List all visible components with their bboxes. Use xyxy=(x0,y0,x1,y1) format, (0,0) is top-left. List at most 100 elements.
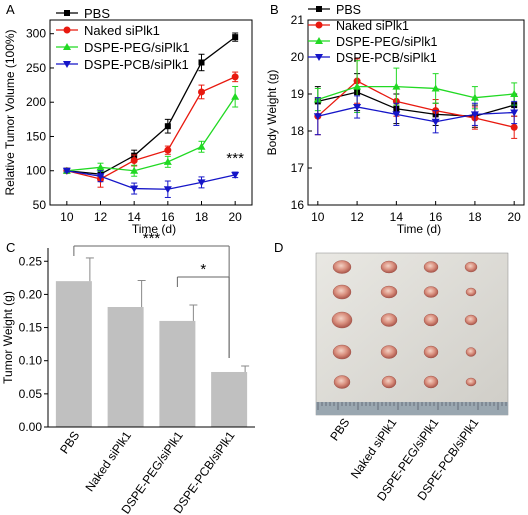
chart-a-data-point xyxy=(198,59,205,66)
chart-a-data-point xyxy=(198,88,205,96)
tumor xyxy=(332,344,352,360)
chart-c-bar xyxy=(55,281,92,427)
chart-a-y-tick-label: 50 xyxy=(33,198,47,212)
chart-a-legend: PBS Naked siPlk1 DSPE-PEG/siPlk1 DSPE-PCB/s… xyxy=(56,6,189,72)
tumor xyxy=(464,261,478,273)
chart-a-data-point xyxy=(197,179,206,187)
chart-b-series-dspe-pcb-siplk1 xyxy=(313,95,519,136)
chart-b-x-tick-label: 18 xyxy=(468,210,482,224)
chart-c-y-tick-label: 0.00 xyxy=(19,420,43,434)
chart-a-series-dspe-peg-siplk1 xyxy=(62,85,240,177)
chart-a-x-tick-label: 18 xyxy=(195,210,209,224)
chart-b-legend-marker xyxy=(316,6,322,12)
chart-b-series-line xyxy=(317,106,515,123)
tumor xyxy=(331,311,353,329)
chart-a-y-axis-label: Relative Tumor Volume (100%) xyxy=(3,29,17,195)
chart-a-series-line xyxy=(66,36,236,175)
tumor xyxy=(423,345,439,359)
chart-b-data-point xyxy=(313,113,322,121)
chart-a-data-point xyxy=(62,167,71,175)
chart-a-legend-marker xyxy=(64,10,70,16)
chart-c-y-axis-label: Tumor Weight (g) xyxy=(1,291,15,384)
chart-c-category-label: Naked siPlk1 xyxy=(82,428,134,494)
chart-b-legend-label: DSPE-PCB/siPlk1 xyxy=(336,51,437,65)
chart-b-legend: PBS Naked siPlk1 DSPE-PEG/siPlk1 DSPE-PCB/s… xyxy=(308,3,437,65)
chart-a-series-pbs xyxy=(63,32,239,181)
chart-c-y-tick-label: 0.20 xyxy=(19,287,43,301)
chart-a-x-axis-label: Time (d) xyxy=(132,222,176,236)
chart-b-series-line xyxy=(317,85,515,101)
chart-b-y-tick-label: 17 xyxy=(291,161,305,175)
chart-b-series-line xyxy=(317,91,515,117)
chart-b-x-tick-label: 20 xyxy=(508,210,522,224)
chart-b-plot-frame xyxy=(307,19,525,206)
tumor xyxy=(465,347,477,357)
chart-a-data-point xyxy=(130,166,139,174)
chart-a-y-tick-label: 250 xyxy=(26,61,46,75)
chart-b-legend-label: Naked siPlk1 xyxy=(336,19,409,33)
tumor xyxy=(332,284,352,300)
chart-b-data-point xyxy=(353,82,362,90)
tumor xyxy=(423,313,439,327)
tumor xyxy=(380,285,398,299)
chart-a-legend-marker xyxy=(63,26,71,34)
tumor xyxy=(423,261,439,273)
chart-b-data-point xyxy=(510,90,519,97)
chart-a-data-point xyxy=(96,173,105,181)
chart-b-y-tick-label: 21 xyxy=(291,13,305,27)
chart-c-y-tick-label: 0.05 xyxy=(19,387,43,401)
chart-a-x-tick-label: 10 xyxy=(60,210,74,224)
chart-a-series-line xyxy=(66,76,236,180)
chart-a-x-tick-label: 20 xyxy=(228,210,242,224)
chart-c-category-label: PBS xyxy=(57,429,82,457)
chart-a-data-point xyxy=(163,157,172,165)
tumor xyxy=(333,375,351,389)
chart-b-data-point xyxy=(431,84,440,92)
panel-letter-a: A xyxy=(6,2,15,17)
tumor xyxy=(465,287,477,297)
chart-a-y-tick-label: 150 xyxy=(26,129,46,143)
chart-b-series-line xyxy=(317,80,515,128)
chart-a-y-tick-label: 100 xyxy=(26,164,46,178)
chart-a-y-tick-label: 300 xyxy=(26,27,46,41)
chart-c-significance-label: * xyxy=(200,261,206,278)
chart-b-y-axis-label: Body Weight (g) xyxy=(265,70,279,156)
chart-b-data-point xyxy=(353,103,362,111)
chart-c-significance-bracket: *** xyxy=(73,230,230,359)
chart-b-legend-marker xyxy=(315,54,323,61)
chart-a-data-point xyxy=(231,171,240,179)
chart-b-data-point xyxy=(470,111,479,119)
ruler xyxy=(316,402,508,415)
chart-a-data-point xyxy=(130,185,139,193)
chart-c-y-tick-label: 0.25 xyxy=(19,254,43,268)
tumor xyxy=(465,377,477,387)
chart-b-data-point xyxy=(431,118,440,126)
chart-a-x-tick-label: 16 xyxy=(161,210,175,224)
tumor xyxy=(380,313,398,327)
chart-b-series-pbs xyxy=(314,73,518,128)
chart-b-y-tick-label: 16 xyxy=(291,198,305,212)
tumor xyxy=(381,375,397,389)
tumor-grid xyxy=(331,260,478,389)
chart-b-data-point xyxy=(510,109,519,117)
chart-a-data-point xyxy=(163,186,172,194)
chart-b-legend-marker xyxy=(315,37,323,44)
chart-a-legend-label: PBS xyxy=(84,6,110,21)
chart-a-plot-frame xyxy=(49,19,253,206)
chart-b-series-dspe-peg-siplk1 xyxy=(313,60,519,113)
chart-a-series-line xyxy=(66,96,236,172)
chart-a-series-naked-siplk1 xyxy=(63,71,239,188)
chart-c-significance-bracket: * xyxy=(176,261,230,359)
chart-a-x-tick-label: 14 xyxy=(127,210,141,224)
chart-a-legend-label: DSPE-PEG/siPlk1 xyxy=(84,40,189,55)
chart-a-significance-annotation: *** xyxy=(226,150,244,167)
tumor xyxy=(423,375,439,389)
chart-b-legend-label: DSPE-PEG/siPlk1 xyxy=(336,35,437,49)
chart-b-data-point xyxy=(510,123,518,131)
chart-a-series-dspe-pcb-siplk1 xyxy=(62,167,240,198)
tumor xyxy=(380,260,398,274)
chart-b-y-tick-label: 19 xyxy=(291,87,305,101)
tumor xyxy=(423,286,439,298)
chart-a-data-point xyxy=(164,123,171,130)
